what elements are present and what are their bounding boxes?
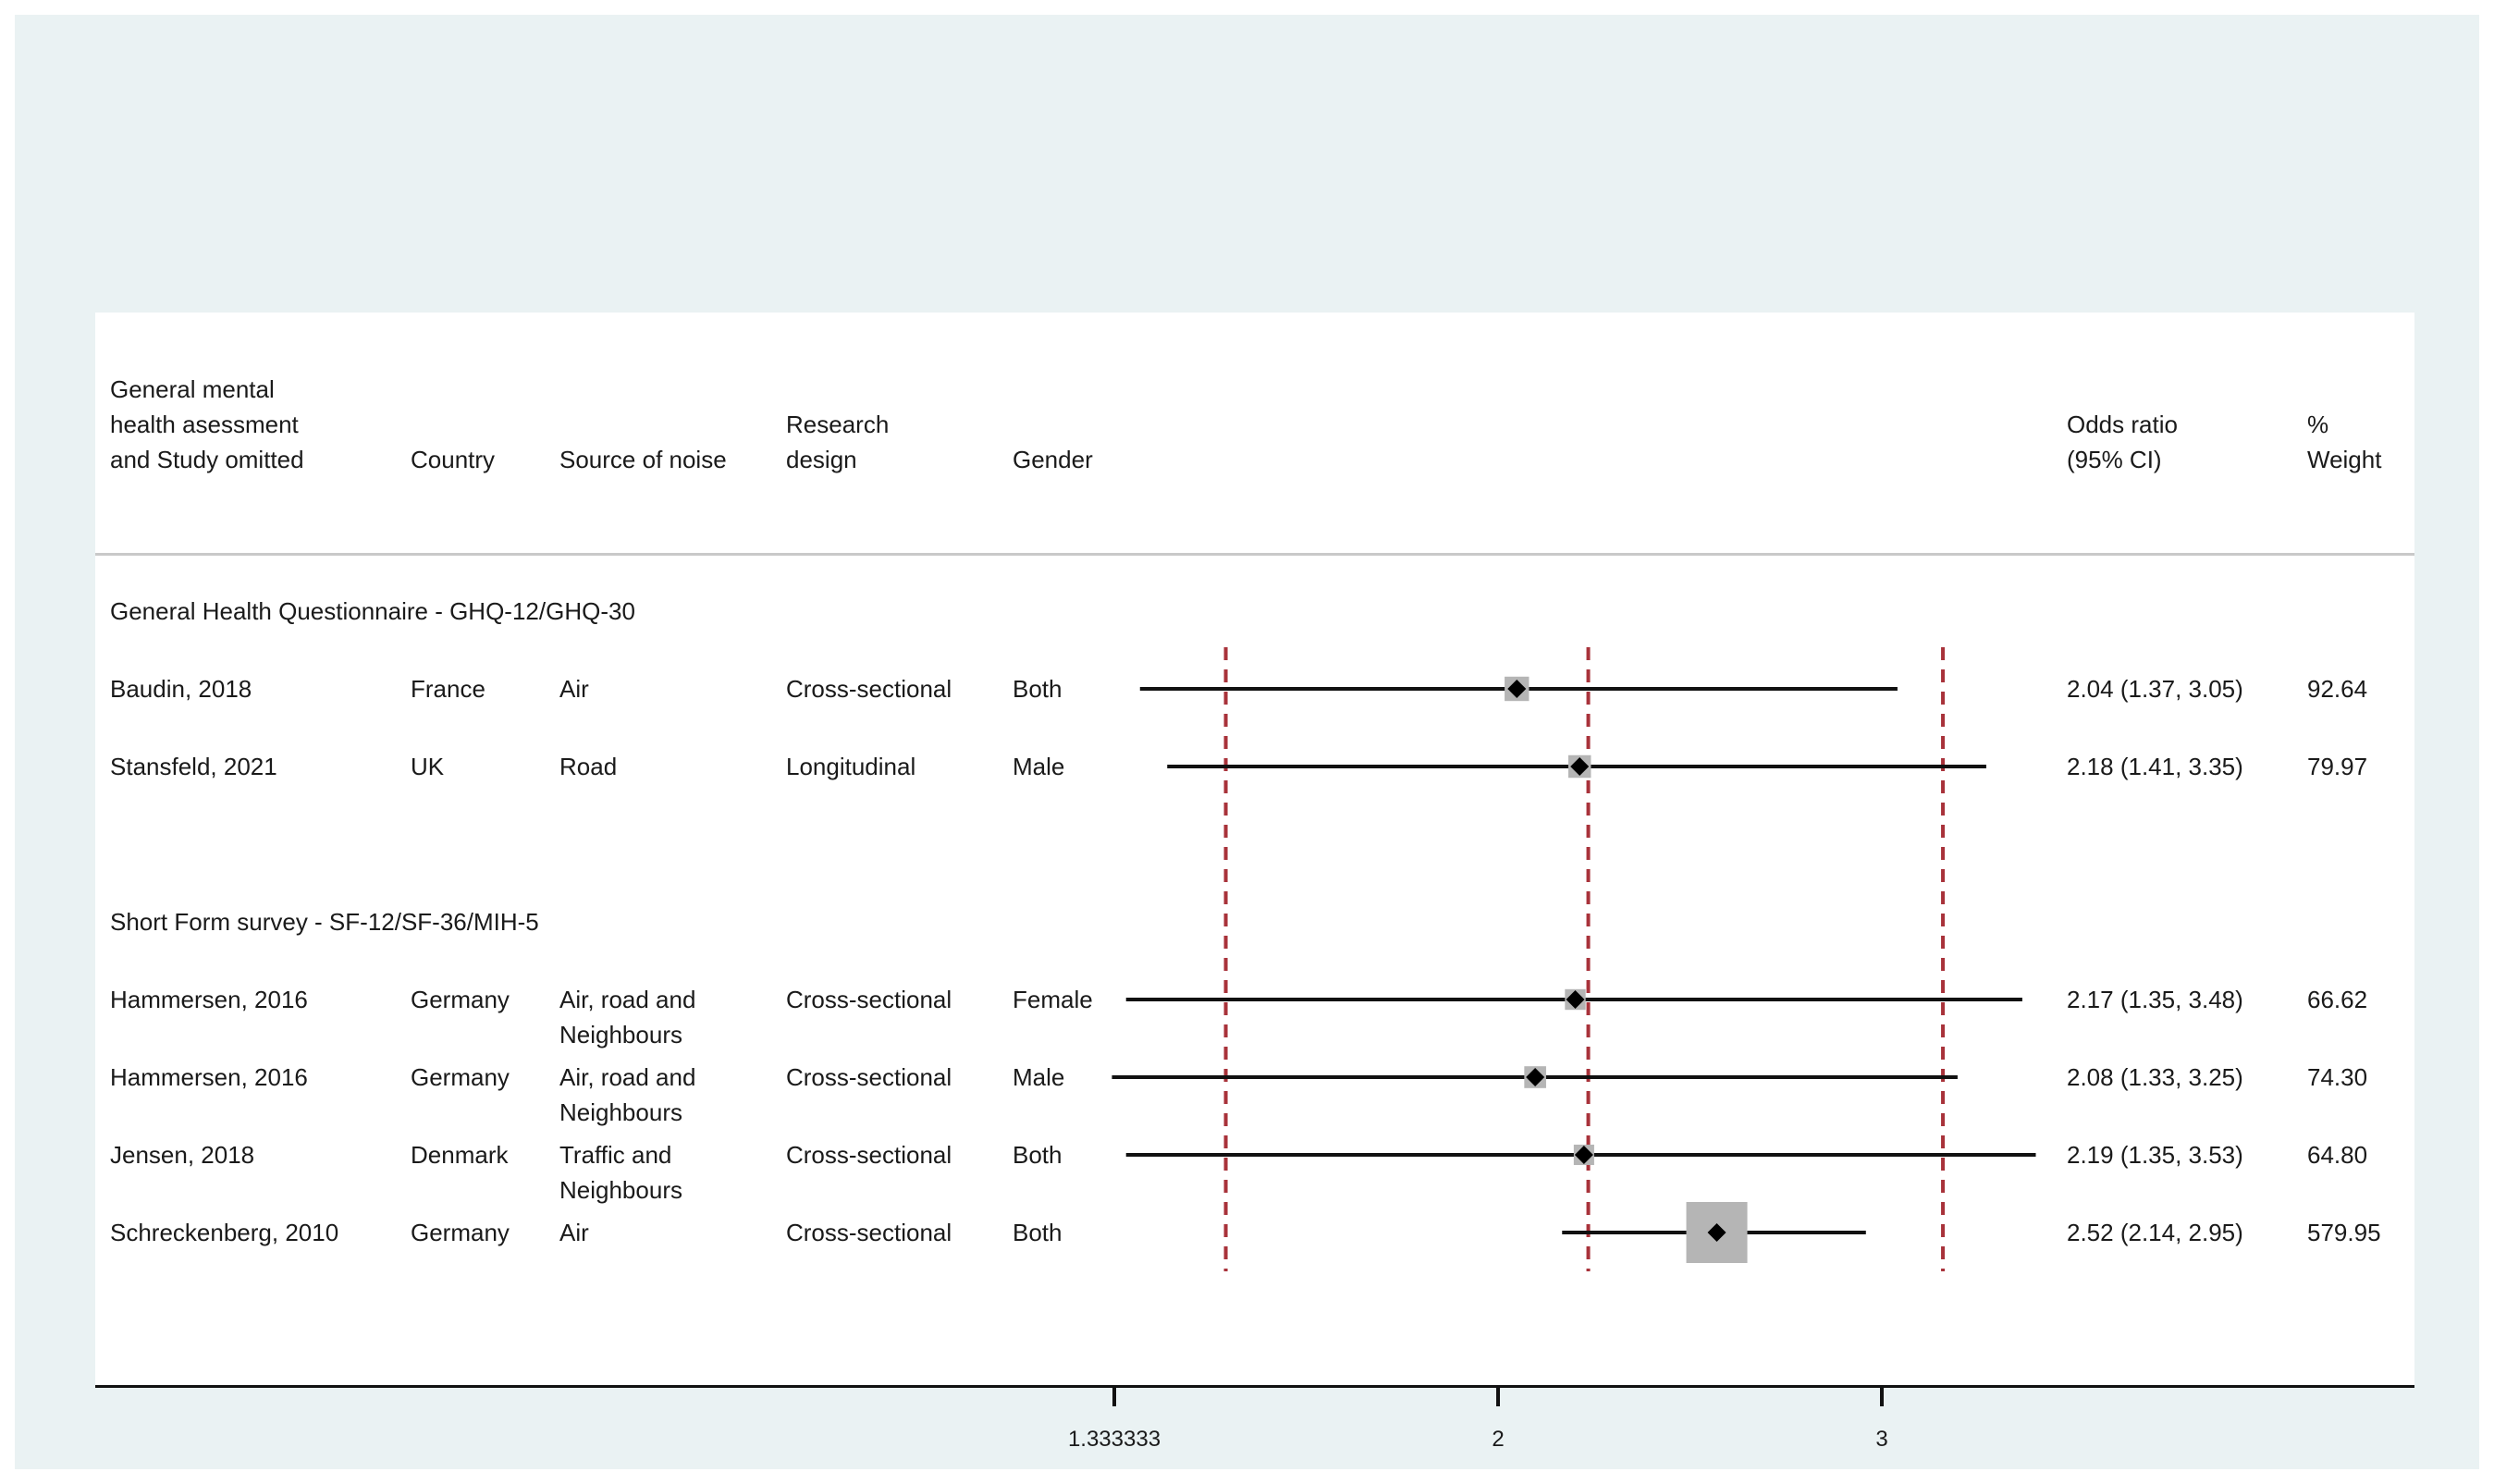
header-gender: Gender (1013, 446, 1093, 473)
header-study-line3: and Study omitted (110, 446, 304, 473)
noise-source: Air (559, 1219, 589, 1246)
weight: 74.30 (2307, 1063, 2368, 1091)
study-name: Stansfeld, 2021 (110, 753, 277, 780)
header-study-line1: General mental (110, 375, 275, 403)
noise-source-line1: Air, road and (559, 1063, 696, 1091)
study-name: Baudin, 2018 (110, 675, 252, 703)
header-weight-line2: Weight (2307, 446, 2382, 473)
noise-source-line1: Traffic and (559, 1141, 672, 1169)
noise-source-line2: Neighbours (559, 1098, 682, 1126)
research-design: Cross-sectional (786, 1141, 952, 1169)
study-name: Jensen, 2018 (110, 1141, 255, 1169)
research-design: Cross-sectional (786, 1219, 952, 1246)
research-design: Cross-sectional (786, 1063, 952, 1091)
group-label-sf: Short Form survey - SF-12/SF-36/MIH-5 (110, 908, 539, 936)
weight: 66.62 (2307, 986, 2368, 1013)
research-design: Longitudinal (786, 753, 916, 780)
research-design: Cross-sectional (786, 675, 952, 703)
country: Denmark (411, 1141, 509, 1169)
study-name: Hammersen, 2016 (110, 1063, 308, 1091)
odds-ratio-ci: 2.18 (1.41, 3.35) (2067, 753, 2243, 780)
header-design-line2: design (786, 446, 857, 473)
odds-ratio-ci: 2.08 (1.33, 3.25) (2067, 1063, 2243, 1091)
country: Germany (411, 986, 510, 1013)
weight: 64.80 (2307, 1141, 2368, 1169)
point-estimate (1574, 1146, 1593, 1164)
header-source: Source of noise (559, 446, 727, 473)
x-tick-label: 2 (1492, 1427, 1504, 1452)
weight: 79.97 (2307, 753, 2368, 780)
study-name: Schreckenberg, 2010 (110, 1219, 339, 1246)
country: UK (411, 753, 445, 780)
header-design-line1: Research (786, 411, 890, 438)
odds-ratio-ci: 2.19 (1.35, 3.53) (2067, 1141, 2243, 1169)
header-country: Country (411, 446, 496, 473)
x-tick-label: 1.333333 (1068, 1427, 1161, 1452)
odds-ratio-ci: 2.52 (2.14, 2.95) (2067, 1219, 2243, 1246)
header-or-line2: (95% CI) (2067, 446, 2162, 473)
point-estimate (1566, 990, 1585, 1009)
x-tick-label: 3 (1875, 1427, 1887, 1452)
gender: Both (1013, 1219, 1063, 1246)
header-study-line2: health asessment (110, 411, 299, 438)
group-label-ghq: General Health Questionnaire - GHQ-12/GH… (110, 597, 635, 625)
point-estimate (1507, 680, 1527, 698)
weight: 579.95 (2307, 1219, 2381, 1246)
noise-source-line1: Air, road and (559, 986, 696, 1013)
gender: Male (1013, 1063, 1065, 1091)
noise-source-line2: Neighbours (559, 1176, 682, 1204)
odds-ratio-ci: 2.04 (1.37, 3.05) (2067, 675, 2243, 703)
plot-panel (95, 313, 2414, 1385)
noise-source: Air (559, 675, 589, 703)
weight: 92.64 (2307, 675, 2368, 703)
country: Germany (411, 1219, 510, 1246)
x-axis-line (95, 1385, 2414, 1388)
header-weight-line1: % (2307, 411, 2329, 438)
odds-ratio-ci: 2.17 (1.35, 3.48) (2067, 986, 2243, 1013)
country: Germany (411, 1063, 510, 1091)
point-estimate (1526, 1068, 1545, 1086)
gender: Male (1013, 753, 1065, 780)
research-design: Cross-sectional (786, 986, 952, 1013)
header-divider (95, 553, 2414, 556)
point-estimate (1707, 1223, 1726, 1242)
noise-source: Road (559, 753, 618, 780)
point-estimate (1570, 757, 1590, 776)
header-or-line1: Odds ratio (2067, 411, 2178, 438)
noise-source-line2: Neighbours (559, 1021, 682, 1049)
gender: Both (1013, 675, 1063, 703)
gender: Both (1013, 1141, 1063, 1169)
study-name: Hammersen, 2016 (110, 986, 308, 1013)
gender: Female (1013, 986, 1093, 1013)
country: France (411, 675, 485, 703)
